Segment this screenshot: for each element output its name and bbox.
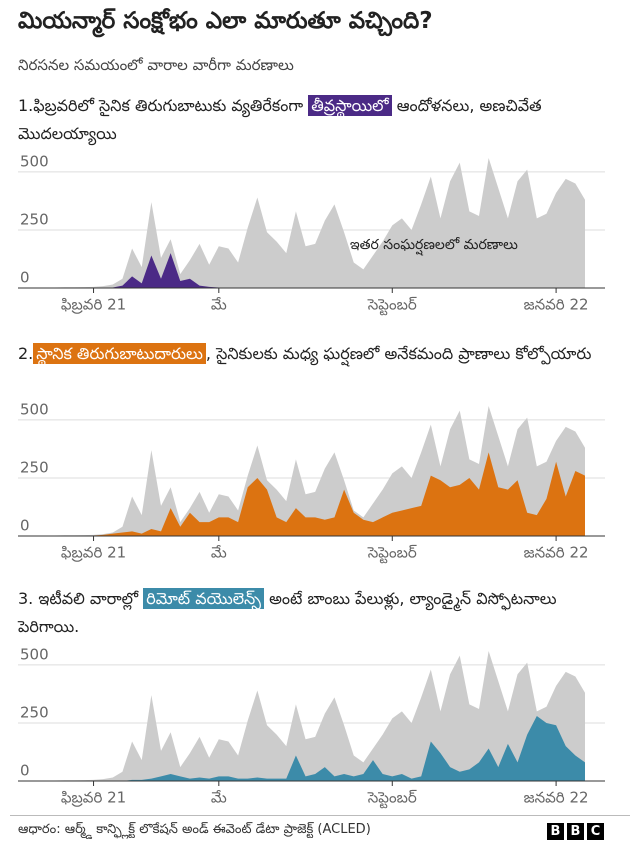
heading-text: , సైనికులకు మధ్య ఘర్షణలో అనేకమంది ప్రాణా… <box>205 344 592 363</box>
x-tick-label: జనవరి 22 <box>524 789 589 807</box>
heading-text: 3. ఇటీవలి వారాల్లో <box>18 589 144 608</box>
y-tick-label: 250 <box>20 210 49 228</box>
y-tick-label: 0 <box>20 762 30 780</box>
logo-letter: B <box>547 823 564 840</box>
x-tick-label: జనవరి 22 <box>524 544 589 562</box>
heading-text: 2. <box>18 344 34 363</box>
x-tick-label: మే <box>211 789 227 807</box>
area <box>55 651 585 781</box>
panel-heading: 2. స్థానిక తిరుగుబాటుదారులు, సైనికులకు మధ… <box>18 340 618 368</box>
y-tick-label: 0 <box>20 269 30 287</box>
panel-heading: 1.ఫిబ్రవరిలో సైనిక తిరుగుబాటుకు వ్యతిరేక… <box>18 92 618 148</box>
area <box>55 452 585 536</box>
x-tick-label: మే <box>211 296 227 314</box>
y-tick-label: 500 <box>20 645 49 663</box>
chart: 0 250 500 ఫిబ్రవరి 21 మే సెప్టెంబర్ జనవరి 22 ఇత… <box>18 152 605 316</box>
y-tick-label: 250 <box>20 458 49 476</box>
x-tick-label: ఫిబ్రవరి 21 <box>61 296 126 315</box>
source: ఆధారం: ఆర్మ్డ్ కాన్ఫ్లిక్ట్ లొకేషన్ అండ్… <box>18 822 371 837</box>
heading-highlight: స్థానిక తిరుగుబాటుదారులు <box>33 343 206 364</box>
title: మియన్మార్ సంక్షోభం ఎలా మారుతూ వచ్చింది? <box>18 8 433 34</box>
heading-highlight: రిమోట్ వయొలెన్స్ <box>143 588 265 609</box>
x-tick-label: ఫిబ్రవరి 21 <box>61 544 126 563</box>
heading-text: అంటే బాంబు పేలుళ్లు, ల్యాండ్మైన్ విస్ఫోట… <box>18 589 557 636</box>
x-tick-label: ఫిబ్రవరి 21 <box>61 789 126 808</box>
heading-text: ఆందోళనలు, అణచివేత మొదలయ్యాయి <box>18 96 542 143</box>
subtitle: నిరసనల సమయంలో వారాల వారీగా మరణాలు <box>18 56 294 74</box>
x-tick-label: సెప్టెంబర్ <box>367 544 417 564</box>
chart: 0 250 500 ఫిబ్రవరి 21 మే సెప్టెంబర్ జనవరి 22 <box>18 400 605 564</box>
y-tick-label: 0 <box>20 517 30 535</box>
y-tick-label: 250 <box>20 703 49 721</box>
logo-letter: C <box>587 823 604 840</box>
y-tick-label: 500 <box>20 152 49 170</box>
logo-letter: B <box>567 823 584 840</box>
heading-highlight: తీవ్రస్థాయిలో <box>308 95 392 116</box>
logo: B B C <box>547 823 604 840</box>
heading-text: 1.ఫిబ్రవరిలో సైనిక తిరుగుబాటుకు వ్యతిరేక… <box>18 96 309 115</box>
x-tick-label: మే <box>211 544 227 562</box>
chart: 0 250 500 ఫిబ్రవరి 21 మే సెప్టెంబర్ జనవరి 22 <box>18 645 605 809</box>
y-tick-label: 500 <box>20 400 49 418</box>
area <box>55 253 585 288</box>
x-tick-label: సెప్టెంబర్ <box>367 789 417 809</box>
divider <box>10 815 630 816</box>
area <box>55 158 585 288</box>
panel-heading: 3. ఇటీవలి వారాల్లో రిమోట్ వయొలెన్స్ అంటే… <box>18 585 618 641</box>
x-tick-label: జనవరి 22 <box>524 296 589 314</box>
area <box>55 716 585 781</box>
x-tick-label: సెప్టెంబర్ <box>367 296 417 316</box>
annotation: ఇతర సంఘర్షణలలో మరణాలు <box>350 237 518 256</box>
